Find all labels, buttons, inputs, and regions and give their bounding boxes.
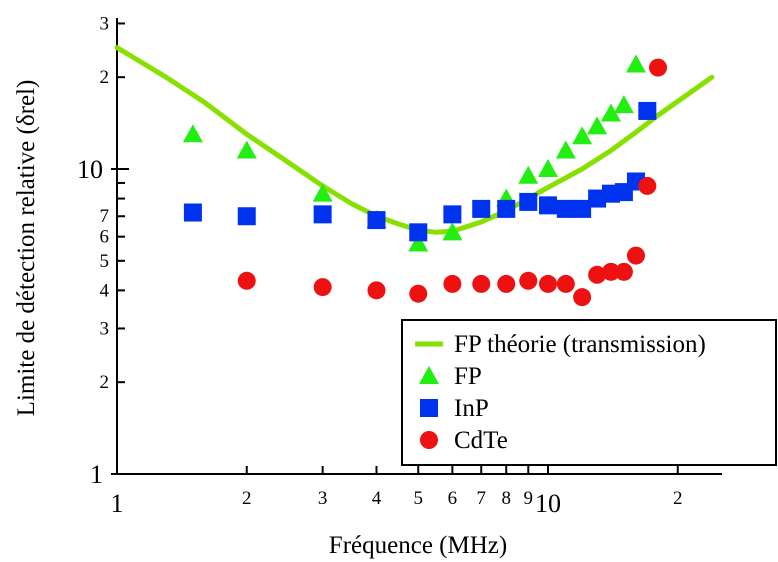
cdte-point (539, 274, 557, 293)
y-tick-label: 2 (100, 372, 110, 393)
fp-point (555, 140, 576, 159)
legend-swatch-circle (420, 431, 438, 449)
legend-label: CdTe (454, 427, 508, 454)
x-tick-label: 4 (372, 488, 382, 509)
fp-point (613, 95, 634, 114)
fp-point (408, 233, 429, 252)
legend-swatch-square (420, 399, 438, 417)
legend-label: FP (454, 363, 482, 390)
cdte-point (472, 274, 491, 293)
fp-point (236, 140, 257, 159)
y-tick-label: 4 (100, 280, 110, 301)
cdte-point (614, 262, 633, 281)
inp-point (638, 101, 657, 120)
series-line-fp-theorie (114, 45, 715, 235)
x-tick-label: 7 (476, 488, 486, 509)
cdte-point (313, 278, 332, 297)
cdte-point (367, 281, 386, 300)
y-tick-label: 5 (100, 251, 110, 272)
x-tick-label: 3 (318, 488, 328, 509)
cdte-point (519, 271, 538, 290)
inp-point (472, 199, 491, 218)
x-tick-label: 5 (414, 488, 424, 509)
y-tick-label: 1 (90, 460, 103, 489)
cdte-point (556, 274, 575, 293)
cdte-point (409, 284, 428, 303)
inp-point (573, 199, 592, 218)
cdte-point (497, 274, 516, 293)
cdte-point (588, 265, 607, 284)
x-tick-label: 6 (448, 488, 458, 509)
cdte-point (638, 176, 657, 195)
y-tick-label: 6 (100, 227, 110, 248)
fp-point (600, 103, 621, 122)
cdte-point (601, 262, 620, 281)
y-axis-title: Limite de détection relative (δrel) (13, 80, 40, 417)
legend-label: InP (454, 395, 489, 422)
x-tick-label: 2 (673, 488, 683, 509)
inp-point (367, 211, 386, 230)
inp-point (409, 223, 428, 242)
y-tick-label: 7 (100, 206, 110, 227)
x-tick-label: 1 (111, 489, 124, 518)
x-tick-label: 8 (501, 488, 511, 509)
inp-point (556, 199, 575, 218)
cdte-point (443, 274, 462, 293)
fp-point (182, 124, 203, 143)
x-axis-title: Fréquence (MHz) (329, 532, 507, 559)
fp-point (572, 126, 593, 145)
y-tick-label: 3 (100, 318, 110, 339)
cdte-point (626, 246, 645, 265)
inp-point (237, 207, 256, 226)
cdte-point (573, 288, 592, 307)
y-tick-label: 2 (100, 67, 110, 88)
fp-point (587, 116, 608, 135)
x-tick-label: 2 (242, 488, 252, 509)
legend: FP théorie (transmission) FP InP CdTe (401, 319, 777, 466)
y-tick-label: 3 (100, 13, 110, 34)
inp-point (497, 199, 516, 218)
inp-point (313, 205, 332, 224)
fp-point (312, 183, 333, 202)
legend-label: FP théorie (transmission) (454, 331, 706, 358)
plot-area (114, 45, 715, 307)
fp-point (518, 165, 539, 184)
inp-point (443, 205, 462, 224)
inp-point (588, 189, 607, 208)
legend-box (401, 319, 777, 466)
cdte-point (649, 58, 668, 77)
x-tick-label: 9 (524, 488, 534, 509)
inp-point (519, 192, 538, 211)
inp-point (539, 196, 557, 215)
cdte-point (237, 271, 256, 290)
legend-swatch-triangle (419, 366, 439, 384)
fp-point (538, 159, 558, 177)
x-tick-label: 10 (535, 489, 561, 518)
fp-point (442, 222, 463, 241)
fp-point (625, 54, 646, 73)
inp-point (183, 203, 202, 222)
y-tick-label: 10 (77, 155, 103, 184)
